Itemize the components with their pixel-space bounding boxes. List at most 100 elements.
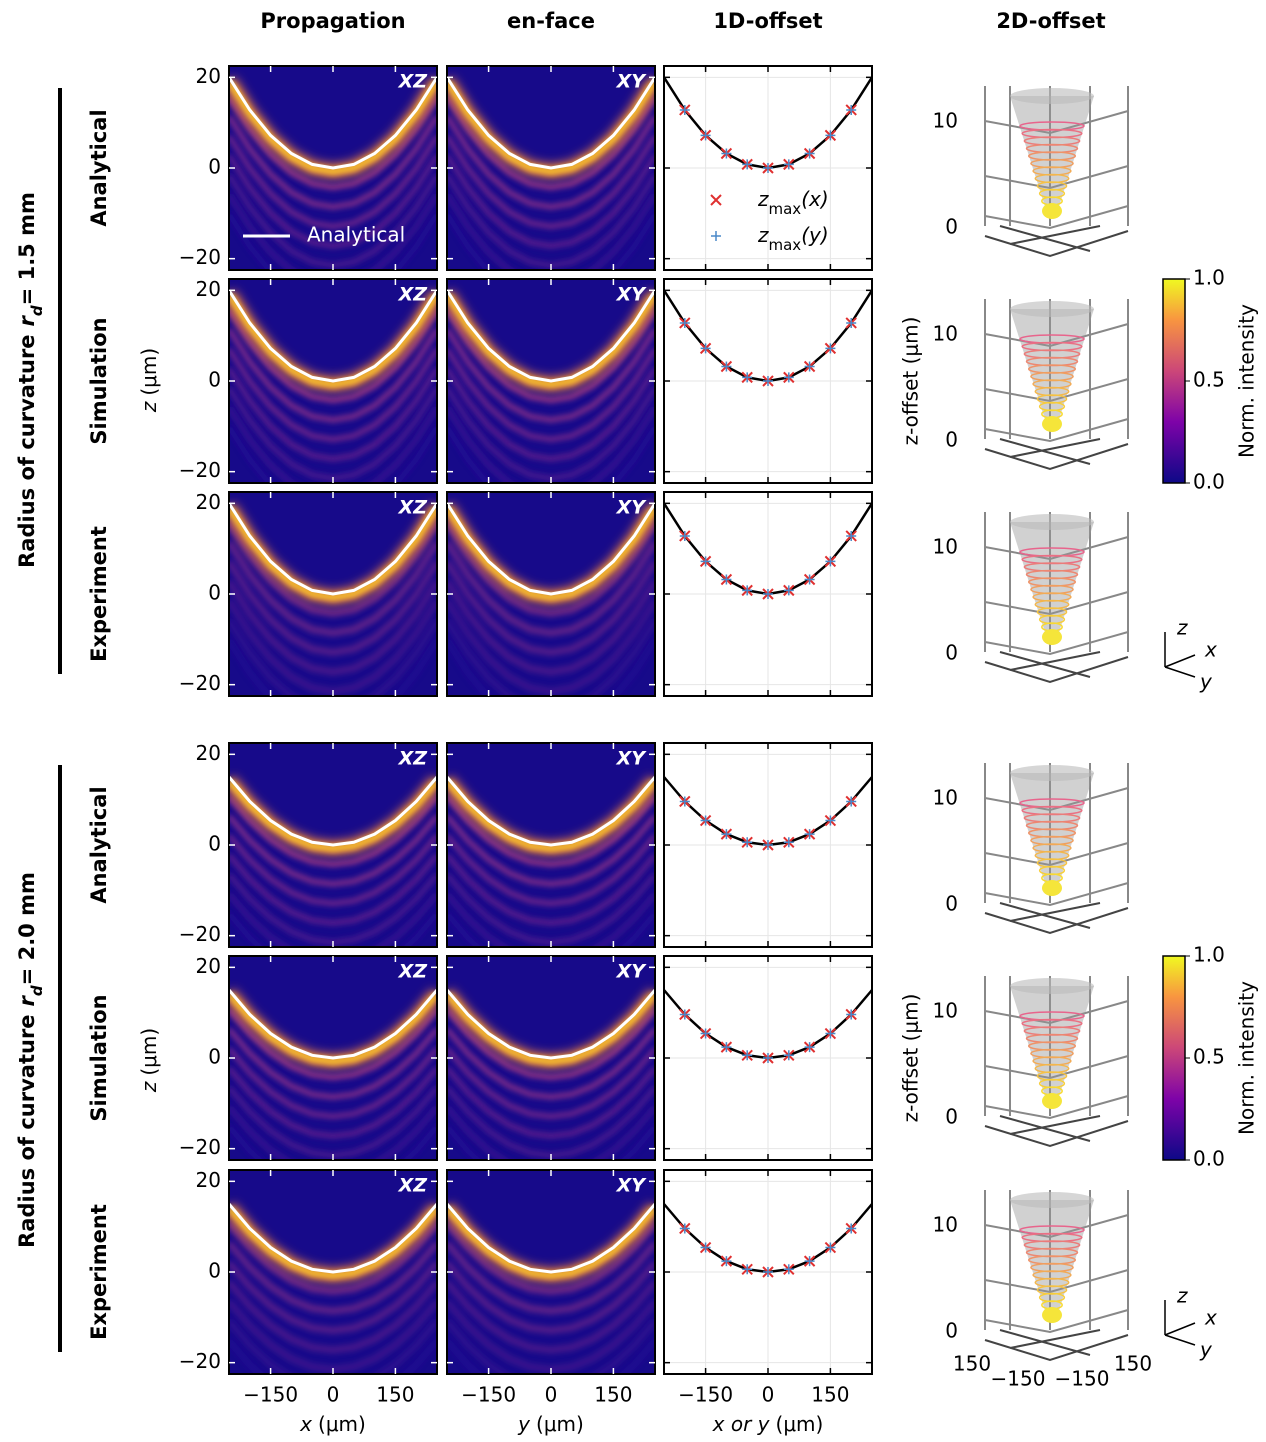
cone-top [1010,301,1094,317]
z-tick-label: 10 [933,786,958,810]
fringe [229,1007,437,1081]
fringe [447,892,655,947]
panel [229,279,437,483]
fringe [229,637,437,696]
fringe [229,114,437,210]
panel [447,743,655,947]
apex [1042,416,1062,432]
main-band-core [229,778,437,852]
panel-tag: XZ [398,748,429,770]
legend-label-part: z [757,223,769,247]
panel-tag: XY [616,961,648,983]
y-tick-label: −20 [179,1349,221,1373]
legend-label-part: (x) [801,187,828,211]
marker-plus [763,840,773,850]
y-tick-label: −20 [179,671,221,695]
y-tick-label: 20 [196,1168,221,1192]
marker-plus [763,163,773,173]
y-tick-label: −20 [179,1135,221,1159]
x-axis-label-part: y [517,1412,531,1436]
marker-plus [721,361,732,372]
analytical-curve [447,989,655,1060]
panel [447,956,655,1160]
fringe [229,1105,437,1160]
fringe [447,308,655,404]
cone-top [1010,88,1094,104]
fringe [229,892,437,947]
box-base [984,1329,1129,1362]
marker-plus [804,829,815,840]
offset-3d [984,763,1129,935]
cone [1010,96,1094,216]
box-level [984,591,1129,616]
group-label-part: = 2.0 mm [15,872,39,985]
offset-3d [984,1190,1129,1362]
panel-tag: XY [616,71,648,93]
fringe [447,1007,655,1081]
fringe [447,1046,655,1120]
box-level [984,631,1129,656]
marker-plus [846,317,857,328]
apex [1042,1093,1062,1109]
group-label-part: Radius of curvature [15,1014,39,1247]
fringe [229,95,437,191]
marker-plus [742,837,753,848]
analytical-curve [447,76,655,170]
legend-marker-x [710,194,722,206]
cone-top [1010,765,1094,781]
fringe [229,192,437,270]
x-axis-label-part: x [299,1412,312,1436]
main-band-core [229,991,437,1065]
fringe [229,327,437,423]
y-axis-label-part: (μm) [137,348,161,396]
panel [447,1170,655,1374]
marker-plus [700,130,711,141]
panel [229,956,437,1160]
marker-plus [763,1267,773,1277]
group-label-part: Radius of curvature [15,334,39,567]
group-label-part: d [28,305,46,316]
marker-plus [679,104,690,115]
fringe [229,1221,437,1296]
x-tick-label: 150 [811,1383,849,1407]
x-axis-label-part: (μm) [318,1412,366,1436]
cone-top [1010,1192,1094,1208]
marker-plus [700,815,711,826]
main-band-core [447,1205,655,1279]
x-axis-label-part: x or y [712,1412,771,1436]
z-tick-label: 0 [945,641,958,665]
panel [664,743,872,947]
fringe [229,134,437,230]
marker-plus [679,1223,690,1234]
box-level [984,323,1129,348]
panel [447,279,655,483]
row-title: Analytical [87,786,111,903]
fringe [229,1279,437,1354]
box-base [984,1115,1129,1148]
marker-plus [804,361,815,372]
y-tick-label: 0 [208,368,221,392]
fringe [229,347,437,443]
box-level [984,165,1129,190]
marker-plus [804,148,815,159]
group-label-part: d [28,985,46,996]
marker-plus [846,530,857,541]
box-level [984,110,1129,135]
fringe [229,366,437,462]
apex [1042,203,1062,219]
y-axis-label-part: z [137,1081,161,1093]
marker-plus [825,1242,836,1253]
marker-plus [742,159,753,170]
fringe [229,153,437,249]
fringe [447,114,655,210]
marker-plus [804,574,815,585]
row-title: Experiment [87,1204,111,1340]
box-level [984,205,1129,230]
fringe [447,1105,655,1160]
cone [1010,522,1094,642]
fringe [229,425,437,483]
marker-plus [700,556,711,567]
x-axis-label: x (μm) [299,1412,366,1436]
base-tick-label: 150 [1114,1352,1152,1376]
fringe [229,520,437,618]
